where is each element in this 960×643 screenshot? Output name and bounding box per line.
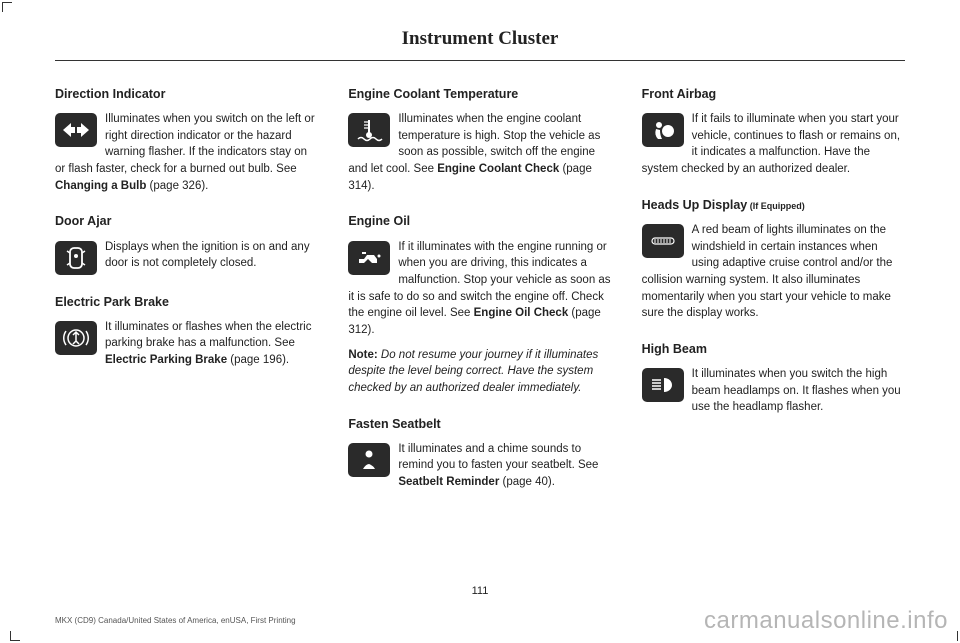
section-body: It illuminates and a chime sounds to rem… — [348, 441, 611, 491]
section-electric-park-brake: Electric Park Brake It illuminates or fl… — [55, 293, 318, 369]
content-columns: Direction Indicator Illuminates when you… — [55, 85, 905, 509]
section-door-ajar: Door Ajar Displays when the ignition is … — [55, 212, 318, 274]
body-text: It illuminates or flashes when the elect… — [105, 321, 311, 366]
airbag-icon — [642, 113, 684, 147]
section-body: A red beam of lights illuminates on the … — [642, 222, 905, 322]
note-block: Note: Do not resume your journey if it i… — [348, 347, 611, 397]
section-direction-indicator: Direction Indicator Illuminates when you… — [55, 85, 318, 194]
section-body: Displays when the ignition is on and any… — [55, 239, 318, 275]
body-text: It illuminates when you switch the high … — [692, 368, 901, 413]
crop-mark — [957, 631, 958, 641]
crop-mark — [2, 2, 12, 12]
section-body: Illuminates when you switch on the left … — [55, 111, 318, 194]
column-1: Direction Indicator Illuminates when you… — [55, 85, 318, 509]
section-heading: Heads Up Display (If Equipped) — [642, 196, 905, 214]
section-heading: Engine Coolant Temperature — [348, 85, 611, 103]
section-front-airbag: Front Airbag If it fails to illuminate w… — [642, 85, 905, 178]
column-2: Engine Coolant Temperature Illuminates w… — [348, 85, 611, 509]
watermark: carmanualsonline.info — [704, 607, 948, 635]
electric-park-brake-icon — [55, 321, 97, 355]
section-body: It illuminates when you switch the high … — [642, 366, 905, 416]
section-coolant-temp: Engine Coolant Temperature Illuminates w… — [348, 85, 611, 194]
crop-mark — [10, 631, 20, 641]
coolant-temp-icon — [348, 113, 390, 147]
section-heading: Direction Indicator — [55, 85, 318, 103]
section-heading: Engine Oil — [348, 212, 611, 230]
page-title: Instrument Cluster — [55, 28, 905, 61]
section-heading: Front Airbag — [642, 85, 905, 103]
section-heads-up-display: Heads Up Display (If Equipped) A red bea… — [642, 196, 905, 322]
section-engine-oil: Engine Oil If it illuminates with the en… — [348, 212, 611, 396]
section-body: If it illuminates with the engine runnin… — [348, 239, 611, 339]
section-heading: Door Ajar — [55, 212, 318, 230]
section-high-beam: High Beam It illuminates when you switch… — [642, 340, 905, 416]
section-fasten-seatbelt: Fasten Seatbelt It illuminates and a chi… — [348, 415, 611, 491]
footer-text: MKX (CD9) Canada/United States of Americ… — [55, 616, 296, 625]
section-heading: Fasten Seatbelt — [348, 415, 611, 433]
engine-oil-icon — [348, 241, 390, 275]
high-beam-icon — [642, 368, 684, 402]
section-body: If it fails to illuminate when you start… — [642, 111, 905, 178]
body-text: It illuminates and a chime sounds to rem… — [398, 443, 598, 488]
seatbelt-icon — [348, 443, 390, 477]
section-body: Illuminates when the engine coolant temp… — [348, 111, 611, 194]
heads-up-display-icon — [642, 224, 684, 258]
section-body: It illuminates or flashes when the elect… — [55, 319, 318, 369]
direction-indicator-icon — [55, 113, 97, 147]
body-text: Displays when the ignition is on and any… — [105, 241, 310, 270]
section-heading: Electric Park Brake — [55, 293, 318, 311]
section-heading: High Beam — [642, 340, 905, 358]
column-3: Front Airbag If it fails to illuminate w… — [642, 85, 905, 509]
door-ajar-icon — [55, 241, 97, 275]
page-number: 111 — [0, 585, 960, 597]
